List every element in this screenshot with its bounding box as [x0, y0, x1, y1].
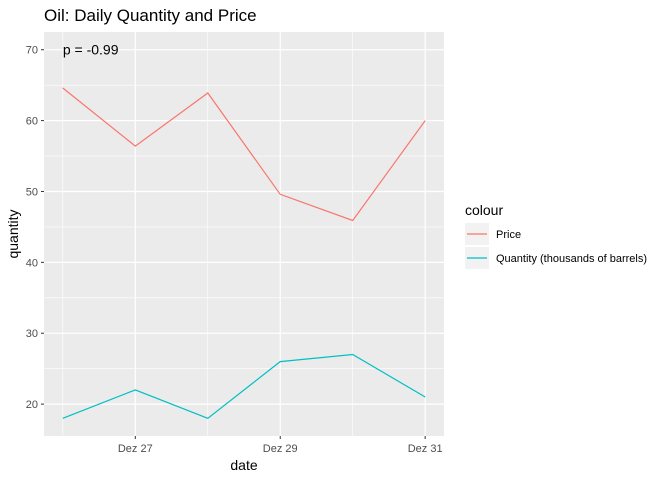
x-axis-ticks: Dez 27 Dez 29 Dez 31 [118, 436, 443, 455]
y-tick-label: 70 [26, 45, 38, 57]
series-line-1 [62, 353, 426, 419]
legend-title: colour [465, 202, 503, 218]
major-gridlines [44, 32, 444, 436]
legend-label: Quantity (thousands of barrels) [496, 253, 647, 265]
y-tick-label: 60 [26, 116, 38, 128]
minor-gridlines [44, 32, 444, 436]
series-lines [62, 87, 426, 419]
y-tick-label: 20 [26, 399, 38, 411]
y-axis-title: quantity [5, 209, 21, 258]
correlation-annotation: p = -0.99 [63, 42, 119, 58]
chart-title: Oil: Daily Quantity and Price [44, 6, 257, 25]
x-tick-label: Dez 27 [118, 443, 153, 455]
y-tick-label: 50 [26, 186, 38, 198]
y-axis-ticks: 20 30 40 50 60 70 [26, 45, 44, 411]
y-tick-label: 30 [26, 328, 38, 340]
y-tick-label: 40 [26, 257, 38, 269]
series-line-0 [62, 87, 426, 222]
x-axis-title: date [230, 457, 257, 473]
x-tick-label: Dez 31 [408, 443, 443, 455]
legend-label: Price [496, 229, 521, 241]
legend: colour Price Quantity (thousands of barre… [465, 202, 647, 269]
plot-panel [44, 32, 444, 436]
x-tick-label: Dez 29 [263, 443, 298, 455]
